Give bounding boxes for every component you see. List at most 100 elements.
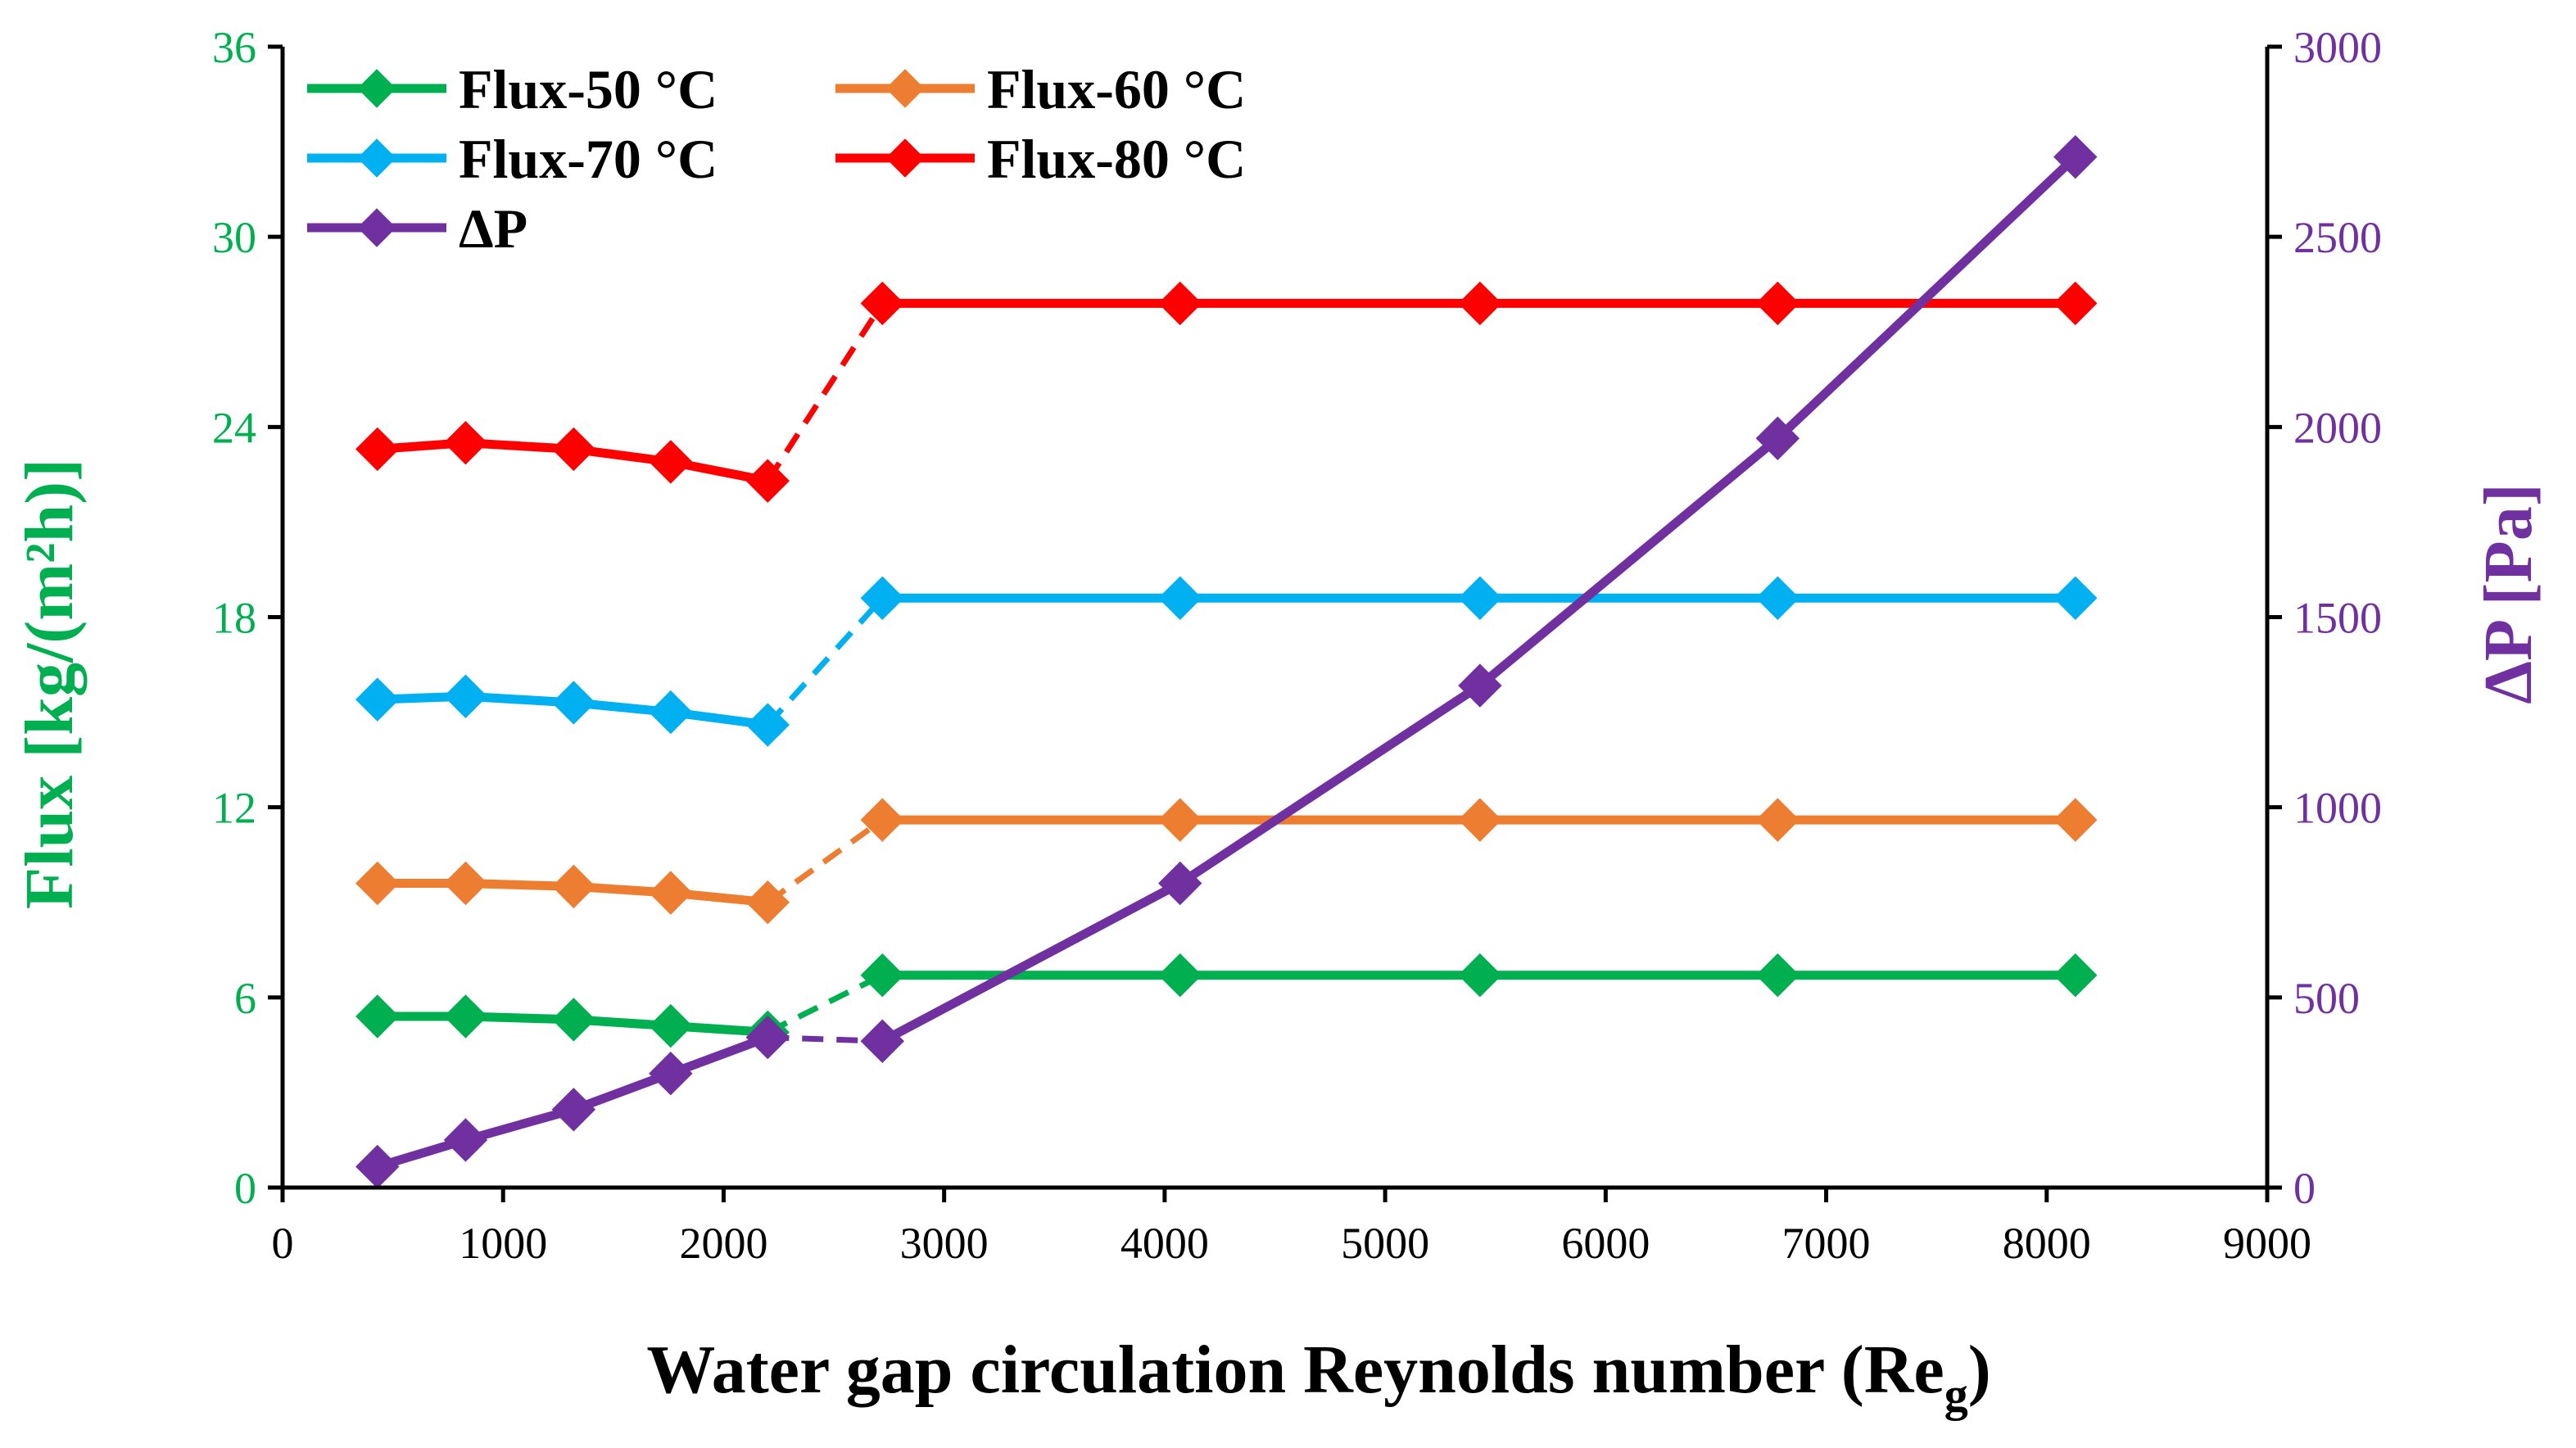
y-right-tick-label: 0 <box>2293 1164 2316 1213</box>
legend-label: Flux-80 °C <box>987 128 1246 190</box>
legend: Flux-50 °C Flux-60 °C Flux-70 °C Flux-80 °C… <box>307 58 1246 260</box>
series-layer <box>355 134 2098 1189</box>
y-right-tick-label: 3000 <box>2293 23 2382 72</box>
series-marker <box>355 861 400 906</box>
series-marker <box>649 871 693 915</box>
series-flux-70-c <box>355 576 2098 747</box>
series-marker <box>1158 576 1202 620</box>
series-marker <box>1755 576 1800 620</box>
series-transition-dashed-line <box>765 595 885 727</box>
x-tick-label: 7000 <box>1782 1219 1871 1268</box>
series-marker <box>745 880 790 925</box>
series-marker <box>1458 281 1502 326</box>
legend-marker <box>357 69 396 108</box>
series-marker <box>649 440 693 484</box>
series-marker <box>443 420 488 465</box>
x-axis-title: Water gap circulation Reynolds number (R… <box>646 1332 1990 1421</box>
legend-label: Flux-50 °C <box>459 58 718 120</box>
x-axis-title-close: ) <box>1968 1332 1991 1408</box>
series-marker <box>551 681 596 725</box>
series-flux-50-c <box>355 953 2098 1055</box>
y-right-tick-label: 500 <box>2293 974 2360 1023</box>
legend-label: Flux-60 °C <box>987 58 1246 120</box>
y-right-tick-label: 1500 <box>2293 594 2382 643</box>
series-marker <box>1755 281 1800 326</box>
legend-item: Flux-60 °C <box>835 58 1246 120</box>
y-left-ticks: 0 6 12 18 24 30 36 <box>212 23 283 1213</box>
legend-marker <box>357 208 396 247</box>
series-marker <box>860 798 904 842</box>
x-axis-title-subscript: g <box>1944 1368 1968 1421</box>
x-tick-label: 3000 <box>900 1219 989 1268</box>
series-marker <box>2053 281 2098 326</box>
legend-item: Flux-80 °C <box>835 128 1246 190</box>
series-transition-dashed-line <box>766 817 885 905</box>
series-marker <box>1158 798 1202 842</box>
legend-marker <box>885 138 925 178</box>
x-tick-label: 9000 <box>2223 1219 2311 1268</box>
legend-item: Flux-70 °C <box>307 128 718 190</box>
series-marker <box>1458 576 1502 620</box>
series-marker <box>1458 663 1502 708</box>
y-left-tick-label: 24 <box>212 403 256 452</box>
y-right-tick-label: 1000 <box>2293 784 2382 833</box>
legend-item: ΔP <box>307 197 527 260</box>
y-right-axis-title: ΔP [Pa] <box>2470 483 2547 704</box>
x-tick-label: 5000 <box>1341 1219 1429 1268</box>
x-tick-label: 8000 <box>2003 1219 2091 1268</box>
series-marker <box>649 1051 693 1096</box>
series-transition-dashed-line <box>765 301 885 483</box>
series-marker <box>1755 416 1800 460</box>
x-tick-label: 1000 <box>459 1219 547 1268</box>
plot-area: 0 1000 2000 3000 4000 5000 6000 7000 8000 9000 06… <box>212 23 2382 1268</box>
series-marker <box>1158 953 1202 998</box>
y-right-tick-label: 2000 <box>2293 403 2382 452</box>
series-marker <box>355 677 400 722</box>
series-marker <box>860 1019 904 1063</box>
series-marker <box>1158 281 1202 326</box>
legend-label: Flux-70 °C <box>459 128 718 190</box>
series-marker <box>443 1118 488 1162</box>
legend-marker <box>885 69 925 108</box>
x-tick-label: 2000 <box>679 1219 767 1268</box>
x-axis-title-main: Water gap circulation Reynolds number (R… <box>646 1332 1944 1408</box>
series-marker <box>860 576 904 620</box>
x-tick-label: 0 <box>272 1219 294 1268</box>
series-marker <box>745 703 790 747</box>
series-marker <box>2053 953 2098 998</box>
y-left-tick-label: 18 <box>212 594 256 643</box>
legend-label: ΔP <box>459 197 527 260</box>
series-marker <box>551 864 596 909</box>
series-flux-60-c <box>355 798 2098 925</box>
y-right-ticks: 0 500 1000 1500 2000 2500 3000 <box>2267 23 2382 1213</box>
legend-marker <box>357 138 396 178</box>
y-left-axis-title: Flux [kg/(m²h)] <box>11 459 88 909</box>
series-flux-80-c <box>355 281 2098 503</box>
y-right-tick-label: 2500 <box>2293 213 2382 262</box>
y-left-tick-label: 6 <box>234 974 256 1023</box>
series-marker <box>443 861 488 906</box>
series-marker <box>551 1088 596 1132</box>
series-marker <box>2053 576 2098 620</box>
series--p <box>355 134 2098 1189</box>
series-marker <box>860 281 904 326</box>
series-marker <box>355 994 400 1038</box>
y-left-tick-label: 36 <box>212 23 256 72</box>
series-marker <box>443 994 488 1038</box>
series-marker <box>1755 798 1800 842</box>
series-marker <box>649 1003 693 1048</box>
y-left-tick-label: 30 <box>212 213 256 262</box>
series-transition-dashed-line <box>766 972 884 1035</box>
series-marker <box>355 427 400 472</box>
legend-item: Flux-50 °C <box>307 58 718 120</box>
series-marker <box>1158 861 1202 906</box>
x-tick-label: 4000 <box>1120 1219 1209 1268</box>
series-marker <box>2053 798 2098 842</box>
series-marker <box>2053 134 2098 179</box>
series-marker <box>649 690 693 735</box>
series-marker <box>1458 798 1502 842</box>
series-marker <box>551 427 596 472</box>
series-marker <box>1755 953 1800 998</box>
